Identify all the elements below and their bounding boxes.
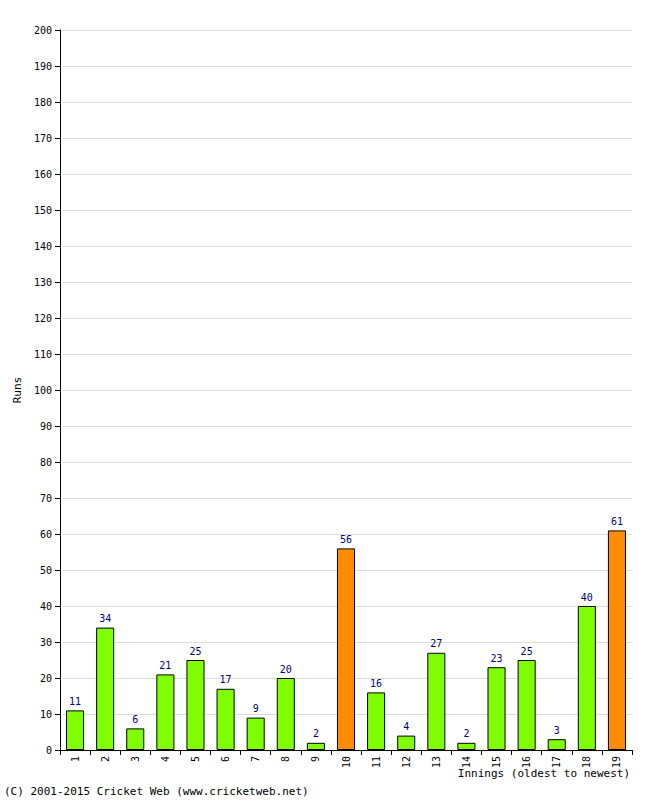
svg-text:17: 17 — [551, 756, 562, 768]
svg-text:9: 9 — [253, 703, 259, 714]
svg-text:100: 100 — [34, 385, 52, 396]
svg-text:19: 19 — [611, 756, 622, 768]
svg-text:12: 12 — [401, 756, 412, 768]
svg-text:70: 70 — [40, 493, 52, 504]
svg-text:16: 16 — [370, 678, 382, 689]
svg-text:16: 16 — [521, 756, 532, 768]
svg-text:21: 21 — [159, 660, 171, 671]
svg-text:120: 120 — [34, 313, 52, 324]
svg-text:6: 6 — [132, 714, 138, 725]
svg-text:200: 200 — [34, 25, 52, 36]
svg-text:Innings (oldest to newest): Innings (oldest to newest) — [458, 767, 630, 780]
svg-text:190: 190 — [34, 61, 52, 72]
svg-text:18: 18 — [581, 756, 592, 768]
svg-text:13: 13 — [431, 756, 442, 768]
svg-text:61: 61 — [611, 516, 623, 527]
svg-text:11: 11 — [371, 756, 382, 768]
svg-text:4: 4 — [160, 756, 171, 762]
svg-text:10: 10 — [341, 756, 352, 768]
svg-text:14: 14 — [461, 756, 472, 768]
svg-text:27: 27 — [430, 638, 442, 649]
svg-text:1: 1 — [70, 756, 81, 762]
svg-text:30: 30 — [40, 637, 52, 648]
svg-text:110: 110 — [34, 349, 52, 360]
svg-text:23: 23 — [491, 653, 503, 664]
svg-text:4: 4 — [403, 721, 409, 732]
svg-text:11: 11 — [69, 696, 81, 707]
svg-text:7: 7 — [250, 756, 261, 762]
svg-text:60: 60 — [40, 529, 52, 540]
svg-text:6: 6 — [220, 756, 231, 762]
svg-text:2: 2 — [313, 728, 319, 739]
svg-text:25: 25 — [189, 646, 201, 657]
svg-text:34: 34 — [99, 613, 111, 624]
svg-text:170: 170 — [34, 133, 52, 144]
svg-text:56: 56 — [340, 534, 352, 545]
svg-text:0: 0 — [46, 745, 52, 756]
svg-text:150: 150 — [34, 205, 52, 216]
svg-text:9: 9 — [310, 756, 321, 762]
svg-text:2: 2 — [100, 756, 111, 762]
svg-text:140: 140 — [34, 241, 52, 252]
svg-text:180: 180 — [34, 97, 52, 108]
svg-text:20: 20 — [40, 673, 52, 684]
svg-text:15: 15 — [491, 756, 502, 768]
svg-text:2: 2 — [463, 728, 469, 739]
svg-text:8: 8 — [280, 756, 291, 762]
svg-text:25: 25 — [521, 646, 533, 657]
svg-text:80: 80 — [40, 457, 52, 468]
svg-text:3: 3 — [130, 756, 141, 762]
svg-text:90: 90 — [40, 421, 52, 432]
svg-text:130: 130 — [34, 277, 52, 288]
svg-text:5: 5 — [190, 756, 201, 762]
svg-text:17: 17 — [220, 674, 232, 685]
svg-text:Runs: Runs — [11, 377, 24, 404]
svg-text:3: 3 — [554, 725, 560, 736]
svg-text:20: 20 — [280, 664, 292, 675]
svg-text:10: 10 — [40, 709, 52, 720]
svg-text:40: 40 — [40, 601, 52, 612]
svg-text:160: 160 — [34, 169, 52, 180]
svg-text:(C) 2001-2015 Cricket Web (www: (C) 2001-2015 Cricket Web (www.cricketwe… — [4, 785, 309, 798]
svg-text:50: 50 — [40, 565, 52, 576]
svg-text:40: 40 — [581, 592, 593, 603]
